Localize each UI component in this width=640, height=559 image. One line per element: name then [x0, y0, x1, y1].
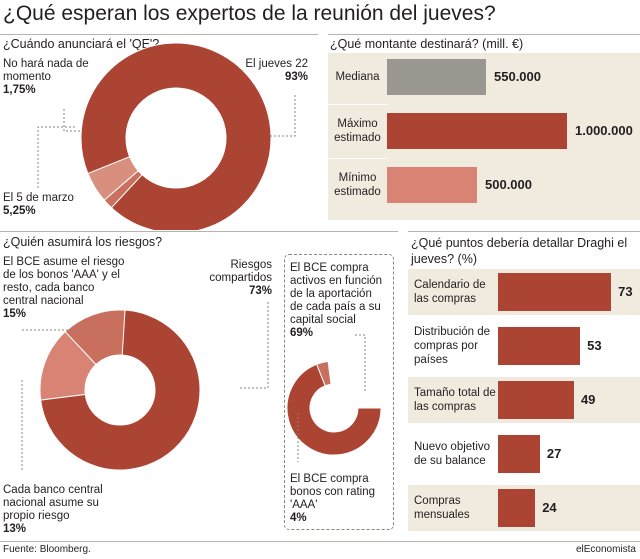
page-title: ¿Qué esperan los expertos de la reunión … [3, 2, 496, 25]
slice-label: Cada banco central nacional asume su pro… [3, 484, 103, 535]
bar-value-label: 550.000 [494, 69, 541, 84]
details-question: ¿Qué puntos debería detallar Draghi el j… [411, 236, 628, 266]
bar-category-label: Mínimo estimado [334, 172, 381, 198]
bar-value-label: 24 [542, 500, 557, 515]
slice-label: El BCE compra activos en función de la a… [290, 262, 383, 339]
bar-category-label: Compras mensuales [414, 495, 470, 521]
bar [498, 489, 536, 527]
leader-line [355, 334, 366, 392]
bar-value-label: 1.000.000 [575, 123, 633, 138]
row-divider [328, 158, 387, 159]
footer-rule [0, 541, 640, 542]
source-note: Fuente: Bloomberg. [3, 544, 91, 555]
donut-slice [316, 360, 332, 387]
slice-label: El 5 de marzo 5,25% [3, 192, 74, 217]
bar-value-label: 49 [580, 392, 596, 407]
row-divider [328, 104, 387, 105]
donut-slice [40, 309, 201, 471]
bar-value-label: 53 [587, 338, 602, 353]
slice-label: Riesgos compartidos 73% [209, 259, 272, 297]
bar [387, 167, 477, 203]
donut-slice [286, 363, 382, 456]
amount-question: ¿Qué montante destinará? (mill. €) [330, 37, 524, 51]
bar-value-label: 27 [546, 446, 562, 461]
qe-date-donut-chart [37, 42, 296, 230]
donut-slice [64, 309, 126, 366]
bar [387, 113, 567, 149]
slice-label: El BCE compra bonos con rating 'AAA' 4% [290, 473, 376, 524]
bar-value-label: 500.000 [485, 177, 532, 192]
section-rule [0, 34, 318, 35]
bar-value-label: 73 [618, 284, 633, 299]
slice-label: El jueves 22 93% [245, 58, 308, 83]
bar-category-label: Tamaño total de las compras [414, 387, 496, 413]
slice-label: El BCE asume el riesgo de los bonos 'AAA… [3, 256, 125, 320]
section-rule [328, 34, 640, 35]
bar-category-label: Mediana [335, 71, 380, 83]
leader-line [240, 300, 269, 389]
section-rule [408, 231, 640, 232]
risks-donut-chart [21, 300, 382, 471]
bar [498, 435, 540, 473]
bar-category-label: Calendario de las compras [414, 279, 486, 305]
slice-label: No hará nada de momento 1,75% [3, 58, 89, 96]
leader-line [270, 95, 296, 137]
brand-logo: elEconomista [575, 544, 636, 555]
leader-line [37, 126, 75, 188]
bar-category-label: Nuevo objetivo de su balance [414, 441, 491, 467]
bar [387, 59, 486, 95]
breakdown-box [284, 254, 394, 530]
bar-category-label: Distribución de compras por países [414, 326, 491, 366]
bar [498, 381, 574, 419]
bar [498, 327, 581, 365]
leader-line [63, 108, 80, 132]
section-rule [0, 231, 398, 232]
bar [498, 273, 612, 311]
bar-category-label: Máximo estimado [334, 118, 381, 144]
donut-slice [87, 156, 139, 201]
risks-question: ¿Quién asumirá los riesgos? [3, 235, 163, 249]
donut-slice [80, 42, 272, 230]
qe-date-question: ¿Cuándo anunciará el 'QE'? [3, 37, 160, 51]
